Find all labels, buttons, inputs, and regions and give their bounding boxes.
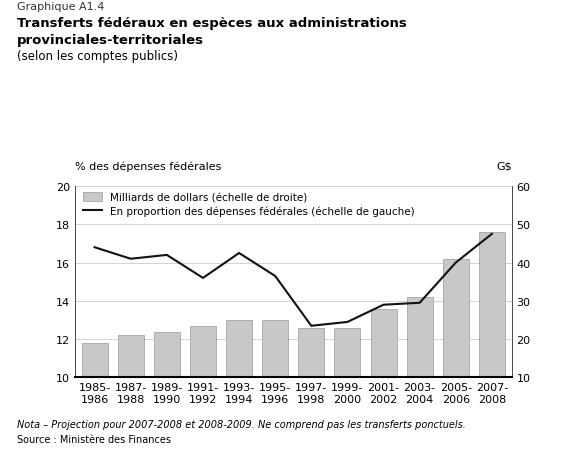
Bar: [443, 259, 469, 378]
Legend: Milliards de dollars (échelle de droite), En proportion des dépenses fédérales (: Milliards de dollars (échelle de droite)…: [79, 188, 419, 220]
Bar: [118, 336, 144, 378]
Text: % des dépenses fédérales: % des dépenses fédérales: [75, 161, 221, 171]
Bar: [82, 343, 108, 378]
Bar: [154, 332, 180, 378]
Bar: [262, 320, 288, 378]
Text: provinciales-territoriales: provinciales-territoriales: [17, 34, 204, 47]
Text: Nota – Projection pour 2007-2008 et 2008-2009. Ne comprend pas les transferts po: Nota – Projection pour 2007-2008 et 2008…: [17, 419, 466, 429]
Text: Graphique A1.4: Graphique A1.4: [17, 2, 105, 12]
Bar: [190, 326, 216, 378]
Bar: [479, 233, 505, 378]
Text: (selon les comptes publics): (selon les comptes publics): [17, 50, 178, 63]
Text: Transferts fédéraux en espèces aux administrations: Transferts fédéraux en espèces aux admin…: [17, 17, 407, 30]
Bar: [335, 328, 361, 378]
Bar: [298, 328, 324, 378]
Bar: [370, 309, 397, 378]
Text: Source : Ministère des Finances: Source : Ministère des Finances: [17, 435, 171, 445]
Bar: [226, 320, 252, 378]
Bar: [407, 298, 432, 378]
Text: G$: G$: [496, 161, 512, 171]
